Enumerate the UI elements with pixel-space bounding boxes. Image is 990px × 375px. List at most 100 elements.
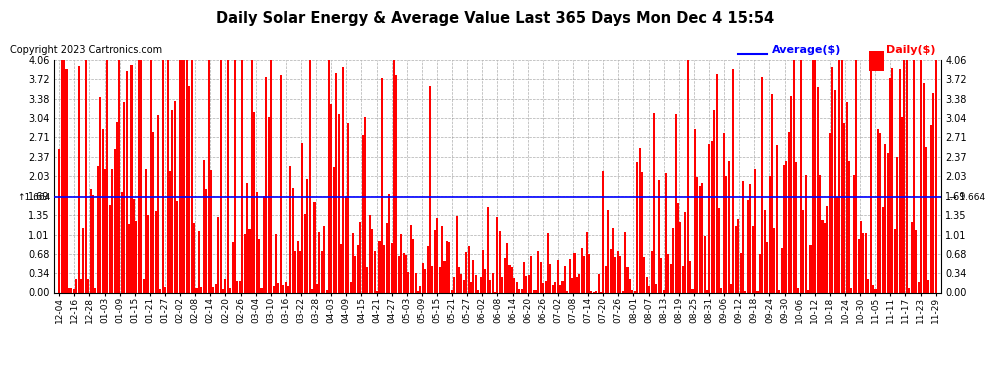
Bar — [730, 284, 732, 292]
Bar — [845, 102, 847, 292]
Bar — [388, 194, 390, 292]
Bar — [598, 273, 600, 292]
Bar — [699, 186, 701, 292]
Bar — [793, 60, 795, 292]
Bar — [754, 170, 756, 292]
Bar — [588, 254, 590, 292]
Text: ↑1.664: ↑1.664 — [18, 193, 50, 202]
Bar — [143, 279, 145, 292]
Bar — [903, 60, 906, 292]
Bar — [253, 112, 255, 292]
Bar — [773, 228, 775, 292]
Bar — [834, 90, 836, 292]
Bar — [559, 285, 561, 292]
Bar — [506, 243, 508, 292]
Bar — [723, 132, 725, 292]
Bar — [477, 291, 479, 292]
Bar — [489, 279, 491, 292]
Bar — [407, 272, 410, 292]
Bar — [328, 60, 330, 292]
Bar — [521, 290, 523, 292]
Bar — [366, 267, 368, 292]
Bar — [195, 288, 198, 292]
Bar — [634, 291, 636, 292]
Text: → 1.664: → 1.664 — [949, 193, 985, 202]
Bar — [850, 288, 852, 292]
Bar — [862, 233, 864, 292]
Bar — [612, 228, 614, 292]
Bar — [916, 230, 918, 292]
Bar — [637, 162, 639, 292]
Bar — [933, 93, 935, 292]
Bar — [822, 220, 824, 292]
Bar — [531, 256, 533, 292]
Bar — [403, 254, 405, 292]
Bar — [716, 74, 718, 292]
Bar — [526, 276, 528, 292]
Bar — [306, 179, 308, 292]
Bar — [265, 77, 267, 292]
Bar — [660, 258, 662, 292]
Bar — [398, 256, 400, 292]
Bar — [248, 229, 250, 292]
Bar — [852, 175, 854, 292]
Text: Copyright 2023 Cartronics.com: Copyright 2023 Cartronics.com — [10, 45, 162, 55]
Bar — [807, 290, 809, 292]
Bar — [280, 75, 282, 292]
Bar — [829, 133, 831, 292]
Bar — [778, 290, 780, 292]
Bar — [677, 203, 679, 292]
Bar — [566, 291, 568, 292]
Bar — [166, 60, 168, 292]
Bar — [499, 231, 501, 292]
Bar — [111, 170, 113, 292]
Bar — [607, 210, 609, 292]
Bar — [544, 281, 546, 292]
Bar — [836, 197, 838, 292]
Bar — [439, 267, 441, 292]
Bar — [381, 78, 383, 292]
Bar — [345, 196, 346, 292]
Bar — [496, 217, 499, 292]
Bar — [740, 253, 742, 292]
Bar — [928, 280, 930, 292]
Bar — [126, 70, 128, 292]
Bar — [164, 287, 166, 292]
Bar — [275, 234, 277, 292]
Bar — [359, 222, 361, 292]
Bar — [763, 210, 765, 292]
Bar — [620, 256, 622, 292]
Bar — [744, 291, 746, 292]
Bar — [644, 257, 645, 292]
Bar — [343, 67, 345, 292]
Bar — [672, 228, 674, 292]
Bar — [797, 288, 800, 292]
Bar — [605, 266, 607, 292]
Bar — [768, 176, 770, 292]
Bar — [141, 60, 143, 292]
Bar — [331, 104, 333, 292]
Bar — [923, 83, 925, 292]
Bar — [212, 287, 215, 292]
Bar — [272, 286, 274, 292]
Bar — [475, 274, 477, 292]
Bar — [304, 214, 306, 292]
Bar — [181, 60, 183, 292]
Bar — [518, 290, 520, 292]
Bar — [338, 114, 340, 292]
Bar — [208, 60, 210, 292]
Bar — [99, 97, 101, 292]
Bar — [193, 223, 195, 292]
Bar — [735, 226, 737, 292]
Bar — [711, 141, 713, 292]
Bar — [684, 212, 686, 292]
Bar — [220, 60, 222, 292]
Bar — [448, 242, 450, 292]
Bar — [434, 230, 436, 292]
Bar — [145, 169, 147, 292]
Bar — [282, 285, 284, 292]
Bar — [882, 207, 884, 292]
Bar — [925, 147, 927, 292]
Bar — [191, 60, 193, 292]
Bar — [581, 248, 583, 292]
